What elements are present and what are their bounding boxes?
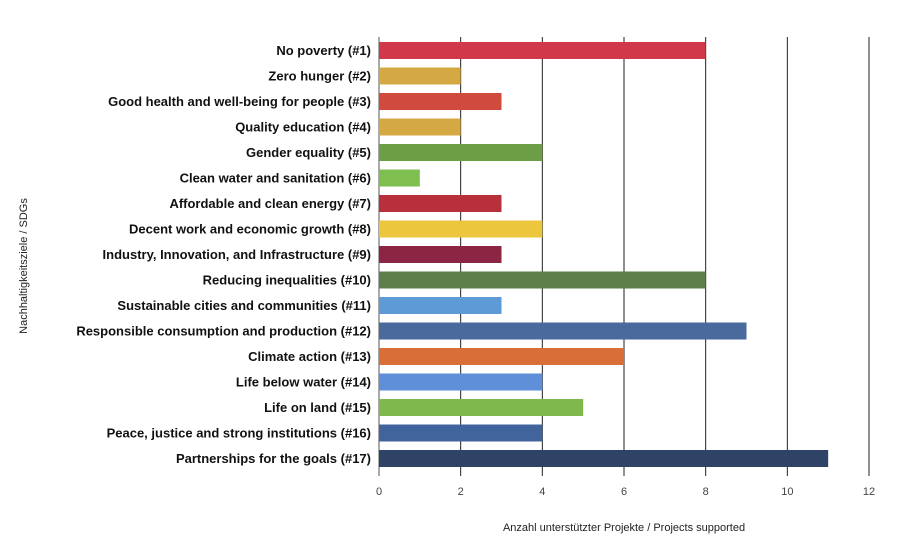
category-labels: No poverty (#1) Zero hunger (#2) Good heal… — [76, 43, 371, 466]
y-axis-title: Nachhaltigkeitsziele / SDGs — [18, 198, 30, 334]
category-label-13: Climate action (#13) — [248, 349, 371, 364]
category-label-7: Affordable and clean energy (#7) — [169, 196, 371, 211]
bars — [379, 42, 829, 467]
category-label-12: Responsible consumption and production (… — [76, 324, 371, 339]
category-label-10: Reducing inequalities (#10) — [203, 273, 371, 288]
category-label-8: Decent work and economic growth (#8) — [129, 222, 371, 237]
bar-13 — [379, 348, 624, 365]
bar-12 — [379, 322, 747, 340]
bar-11 — [379, 297, 502, 314]
bar-4 — [379, 118, 461, 136]
bar-8 — [379, 220, 543, 238]
bar-14 — [379, 373, 543, 391]
category-label-11: Sustainable cities and communities (#11) — [117, 298, 371, 313]
bar-6 — [379, 169, 420, 187]
category-label-17: Partnerships for the goals (#17) — [176, 451, 371, 466]
x-tick-label-0: 0 — [376, 486, 382, 498]
bar-9 — [379, 246, 502, 263]
bar-10 — [379, 271, 706, 289]
x-tick-label-2: 2 — [458, 486, 464, 498]
x-tick-label-6: 6 — [621, 486, 627, 498]
grid-lines — [378, 37, 870, 476]
x-axis-title: Anzahl unterstützter Projekte / Projects… — [503, 522, 745, 534]
x-tick-label-4: 4 — [539, 486, 545, 498]
category-label-3: Good health and well-being for people (#… — [108, 94, 371, 109]
bar-3 — [379, 93, 502, 110]
bar-1 — [379, 42, 706, 59]
category-label-1: No poverty (#1) — [276, 43, 371, 58]
category-label-6: Clean water and sanitation (#6) — [180, 171, 371, 186]
x-tick-label-8: 8 — [703, 486, 709, 498]
x-tick-label-10: 10 — [781, 486, 793, 498]
bar-5 — [379, 144, 543, 161]
bar-16 — [379, 424, 543, 442]
category-label-4: Quality education (#4) — [235, 120, 371, 135]
category-label-9: Industry, Innovation, and Infrastructure… — [103, 247, 371, 262]
category-label-5: Gender equality (#5) — [246, 145, 371, 160]
bar-2 — [379, 67, 461, 85]
category-label-2: Zero hunger (#2) — [268, 69, 371, 84]
bar-17 — [379, 450, 829, 467]
x-tick-labels: 0 2 4 6 8 10 12 — [376, 486, 875, 498]
category-label-14: Life below water (#14) — [236, 375, 371, 390]
category-label-15: Life on land (#15) — [264, 400, 371, 415]
bar-15 — [379, 399, 584, 416]
x-tick-label-12: 12 — [863, 486, 875, 498]
category-label-16: Peace, justice and strong institutions (… — [107, 426, 371, 441]
bar-7 — [379, 195, 502, 212]
